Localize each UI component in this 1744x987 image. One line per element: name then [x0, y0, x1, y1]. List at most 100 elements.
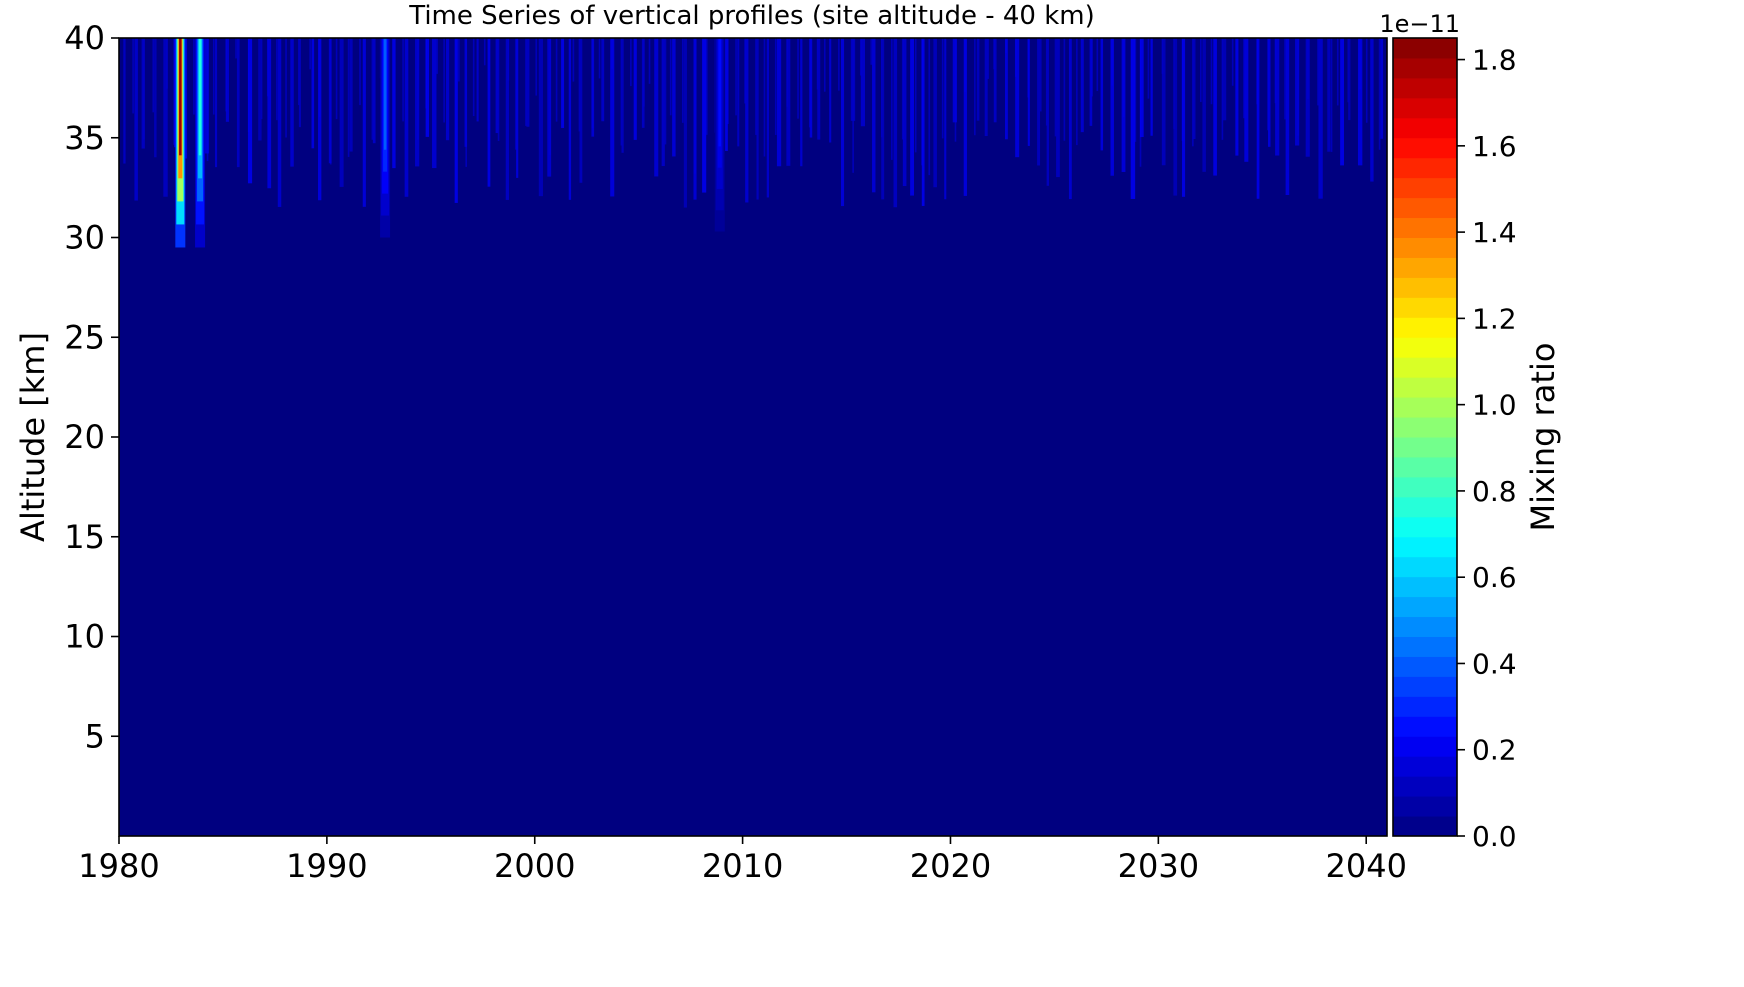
seasonal-streak [445, 38, 450, 141]
colorbar-band [1393, 816, 1457, 837]
seasonal-streak [339, 38, 344, 187]
seasonal-streak [1365, 38, 1368, 123]
seasonal-streak [974, 38, 976, 136]
y-tick-label: 20 [64, 418, 105, 456]
seasonal-streak [1275, 38, 1280, 156]
seasonal-streak [902, 38, 907, 187]
seasonal-streak [993, 38, 997, 123]
seasonal-streak [850, 38, 856, 121]
seasonal-streak [1330, 38, 1333, 152]
seasonal-streak [362, 38, 366, 207]
chart-title: Time Series of vertical profiles (site a… [408, 1, 1094, 31]
colorbar-tick-label: 0.8 [1472, 475, 1517, 508]
seasonal-streak [914, 38, 917, 153]
seasonal-streak [371, 38, 374, 140]
seasonal-streak [860, 38, 866, 127]
y-axis-label: Altitude [km] [14, 332, 52, 542]
seasonal-streak [1173, 38, 1178, 196]
seasonal-streak [952, 38, 957, 123]
feature-band [198, 38, 202, 156]
colorbar-band [1393, 177, 1457, 199]
seasonal-streak [359, 38, 361, 106]
seasonal-streak [870, 38, 873, 65]
y-tick-label: 10 [64, 618, 105, 656]
colorbar-band [1393, 676, 1457, 697]
colorbar-tick-label: 0.6 [1472, 561, 1517, 594]
seasonal-streak [840, 38, 845, 207]
seasonal-streak [941, 38, 944, 139]
seasonal-streak [910, 38, 915, 196]
seasonal-streak [786, 38, 791, 166]
seasonal-streak [963, 38, 967, 196]
seasonal-streak [797, 38, 799, 119]
colorbar-band [1393, 137, 1457, 159]
seasonal-streak [1037, 38, 1041, 166]
seasonal-streak [601, 38, 605, 122]
seasonal-streak [1267, 38, 1269, 131]
colorbar-band [1393, 197, 1457, 219]
colorbar-band [1393, 576, 1457, 598]
seasonal-streak [267, 38, 272, 189]
seasonal-streak [1213, 38, 1217, 176]
seasonal-streak [579, 38, 583, 183]
colorbar-band [1393, 616, 1457, 637]
heatmap-background [119, 38, 1387, 836]
colorbar-band [1393, 57, 1457, 79]
colorbar-tick-label: 1.0 [1472, 389, 1517, 422]
plot-area [119, 38, 1387, 836]
seasonal-streak [859, 38, 862, 76]
seasonal-streak [1210, 38, 1213, 105]
seasonal-streak [1243, 38, 1245, 119]
seasonal-streak [944, 38, 947, 200]
colorbar-band [1393, 97, 1457, 119]
colorbar-band [1393, 397, 1457, 418]
seasonal-streak [525, 38, 527, 126]
seasonal-streak [648, 38, 651, 84]
seasonal-streak [661, 38, 665, 167]
seasonal-streak [555, 38, 558, 122]
y-tick-label: 30 [64, 219, 105, 257]
seasonal-streak [538, 38, 543, 197]
seasonal-streak [547, 38, 552, 177]
seasonal-streak [347, 38, 350, 157]
heatmap-features [123, 38, 1384, 248]
seasonal-streak [933, 38, 937, 188]
seasonal-streak [891, 38, 893, 160]
colorbar-band [1393, 277, 1457, 298]
seasonal-streak [1318, 38, 1323, 199]
seasonal-streak [311, 38, 315, 149]
feature-band [718, 38, 721, 147]
seasonal-streak [152, 38, 155, 113]
seasonal-streak [497, 38, 500, 141]
seasonal-streak [1182, 38, 1186, 197]
colorbar-band [1393, 796, 1457, 817]
seasonal-streak [928, 38, 931, 176]
colorbar-tick-label: 1.4 [1472, 216, 1517, 249]
seasonal-streak [212, 38, 215, 115]
seasonal-streak [1134, 38, 1137, 142]
seasonal-streak [1015, 38, 1020, 158]
seasonal-streak [1202, 38, 1206, 172]
seasonal-streak [184, 38, 188, 159]
feature-band [383, 38, 387, 150]
colorbar-band [1393, 77, 1457, 99]
seasonal-streak [766, 38, 770, 198]
seasonal-streak [817, 38, 821, 140]
colorbar: 0.0 0.2 0.4 0.6 0.8 1.0 1.2 1.4 1.6 1.8 [1392, 37, 1517, 853]
colorbar-band [1393, 337, 1457, 358]
colorbar-band [1393, 656, 1457, 677]
colorbar-band [1393, 237, 1457, 258]
colorbar-tick-label: 0.0 [1472, 820, 1517, 853]
seasonal-streak [318, 38, 322, 201]
seasonal-streak [598, 38, 601, 79]
seasonal-streak [669, 38, 672, 116]
colorbar-band [1393, 736, 1457, 757]
x-tick-label: 2040 [1325, 847, 1406, 885]
seasonal-streak [134, 38, 138, 201]
seasonal-streak [1305, 38, 1310, 157]
seasonal-streak [402, 38, 404, 122]
seasonal-streak [1244, 38, 1249, 162]
seasonal-streak [987, 38, 989, 79]
seasonal-streak [1054, 38, 1057, 137]
